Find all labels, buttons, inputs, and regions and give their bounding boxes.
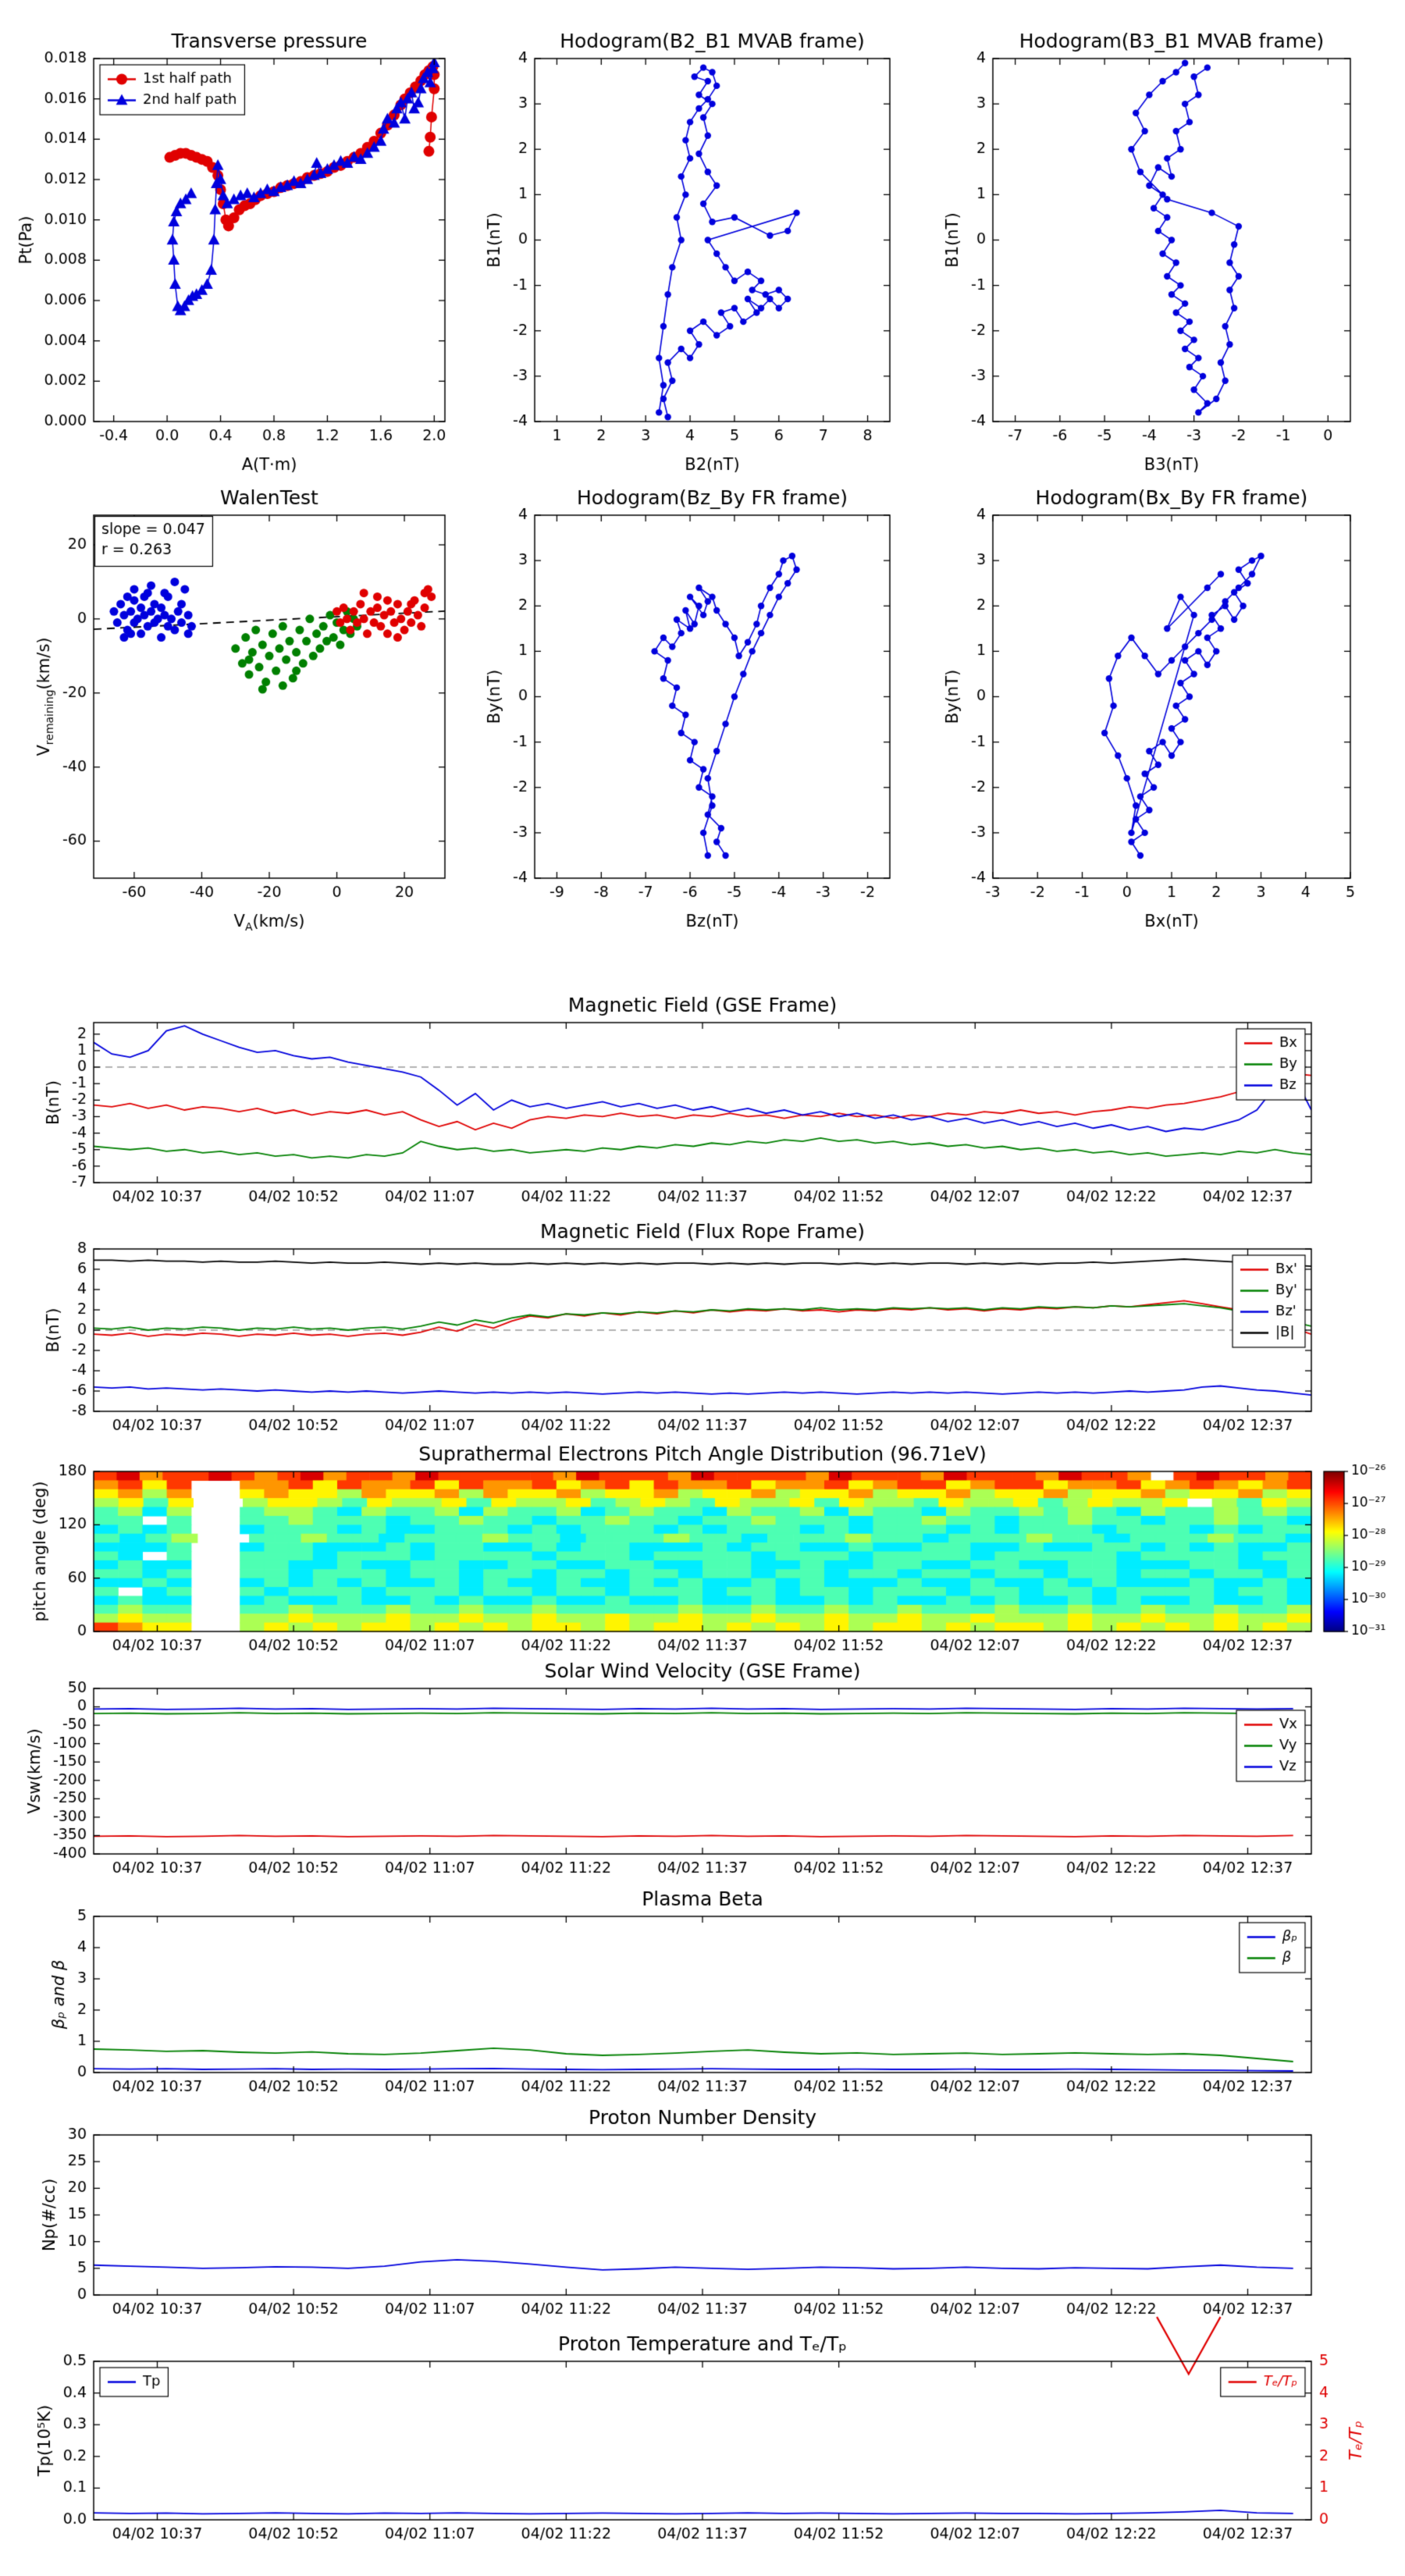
figure-canvas — [0, 0, 1405, 2576]
scientific-figure — [0, 0, 1405, 2576]
